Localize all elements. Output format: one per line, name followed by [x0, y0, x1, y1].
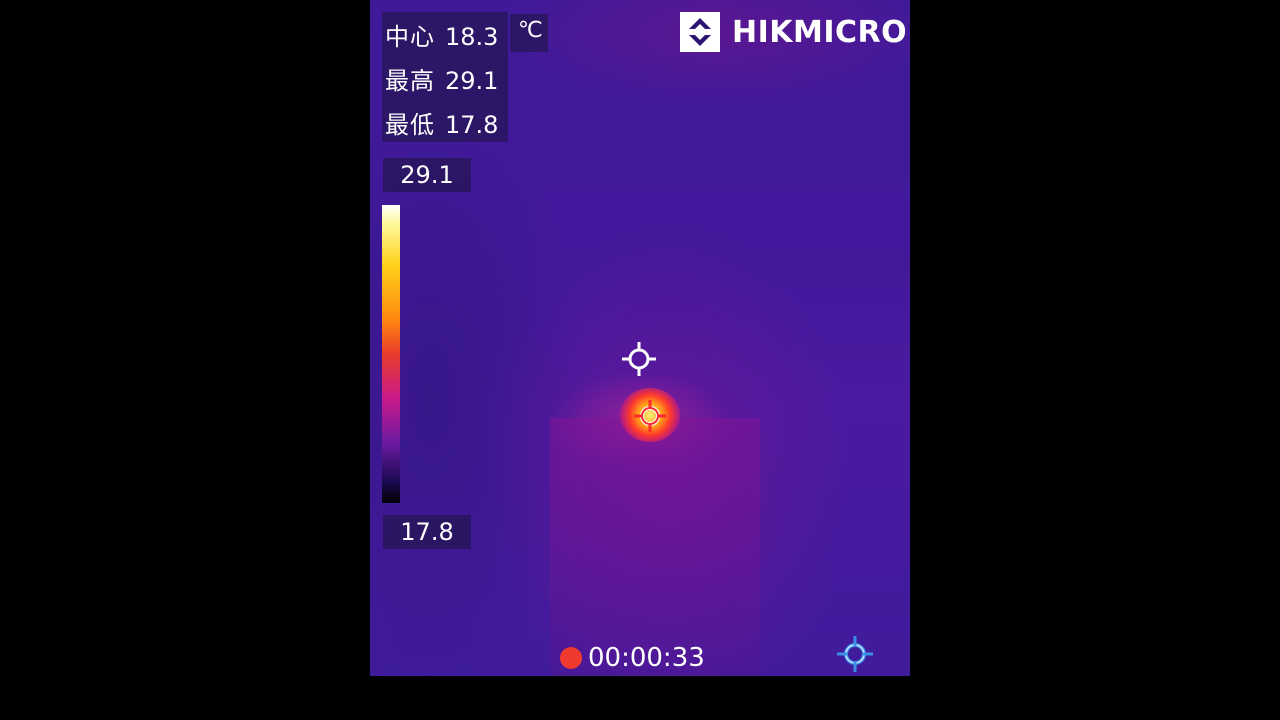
scale-max-label: 29.1 — [383, 158, 471, 192]
scale-min-label: 17.8 — [383, 515, 471, 549]
center-temp-row: 中心 18.3 — [385, 17, 498, 52]
unit-panel — [510, 14, 548, 52]
min-temp-label: 最低 — [385, 111, 435, 139]
readout-panel — [382, 12, 508, 142]
min-temp-row: 最低 17.8 — [385, 105, 498, 140]
temp-unit: ℃ — [518, 18, 543, 43]
target-crosshair-icon[interactable] — [836, 635, 874, 673]
color-scale-bar — [382, 205, 400, 503]
brand-name: HIKMICRO — [732, 14, 908, 50]
thermal-view: 中心 18.3 ℃ 最高 29.1 最低 17.8 HIKMICRO 29.1 17.… — [370, 0, 910, 676]
recording-status: 00:00:33 — [560, 643, 705, 673]
recording-timer: 00:00:33 — [588, 643, 705, 673]
hot-spot — [620, 388, 680, 442]
record-indicator-icon — [560, 647, 582, 669]
warm-region — [550, 418, 760, 676]
hikmicro-logo-icon — [680, 12, 720, 52]
max-temp-value: 29.1 — [445, 67, 499, 95]
min-temp-value: 17.8 — [445, 111, 499, 139]
max-temp-row: 最高 29.1 — [385, 61, 498, 96]
crosshair-icon — [622, 342, 656, 376]
hot-spot-crosshair-icon — [634, 400, 666, 432]
brand-logo: HIKMICRO — [680, 12, 907, 52]
max-temp-label: 最高 — [385, 67, 435, 95]
center-temp-value: 18.3 — [445, 23, 499, 51]
center-temp-label: 中心 — [385, 23, 435, 51]
